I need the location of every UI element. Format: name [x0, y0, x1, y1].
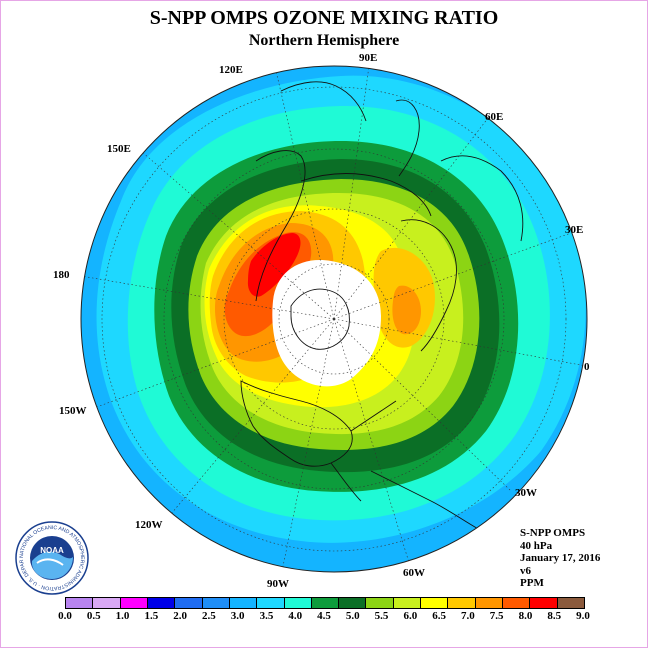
colorbar-swatch: [448, 598, 476, 608]
colorbar-tick-label: 7.0: [461, 610, 475, 622]
colorbar-tick-label: 1.0: [115, 610, 130, 622]
colorbar-tick-label: 5.5: [374, 610, 389, 622]
field-7-5-lobe: [392, 285, 421, 335]
info-units: PPM: [520, 577, 544, 589]
polar-night-gap: [272, 260, 381, 387]
colorbar-tick-label: 2.5: [202, 610, 216, 622]
lon-label-150e: 150E: [107, 143, 131, 155]
colorbar-tick-label: 3.0: [230, 610, 245, 622]
map-subtitle: Northern Hemisphere: [248, 32, 400, 49]
colorbar-tick-label: 8.5: [547, 610, 562, 622]
info-instrument: S-NPP OMPS: [520, 527, 586, 539]
colorbar-swatch: [339, 598, 367, 608]
colorbar-swatch: [66, 598, 94, 608]
colorbar: [65, 597, 585, 609]
colorbar-swatch: [284, 598, 312, 608]
colorbar-tick-label: 2.0: [173, 610, 187, 622]
lon-label-150w: 150W: [59, 405, 87, 417]
colorbar-swatch: [120, 598, 148, 608]
lon-label-180: 180: [53, 269, 70, 281]
colorbar-swatch: [475, 598, 503, 608]
colorbar-swatch: [257, 598, 285, 608]
field-8-5: [247, 233, 301, 297]
info-level: 40 hPa: [520, 539, 553, 552]
info-version: v6: [520, 564, 531, 577]
logo-text: NOAA: [40, 546, 64, 555]
lon-label-60e: 60E: [485, 111, 504, 123]
colorbar-tick-label: 8.0: [518, 610, 533, 622]
colorbar-swatch: [175, 598, 203, 608]
colorbar-swatch: [393, 598, 422, 608]
map-title: S-NPP OMPS OZONE MIXING RATIO: [149, 7, 499, 29]
colorbar-tick-label: 1.5: [144, 610, 159, 622]
lon-label-120e: 120E: [219, 64, 243, 76]
coastlines: [240, 81, 524, 537]
colorbar-swatch: [557, 598, 584, 608]
colorbar-swatch: [202, 598, 230, 608]
noaa-logo: NATIONAL OCEANIC AND ATMOSPHERIC ADMINIS…: [15, 521, 89, 595]
lon-label-30e: 30E: [565, 224, 584, 236]
colorbar-tick-label: 3.5: [259, 610, 274, 622]
map-boundary: [80, 65, 588, 573]
colorbar-swatch: [530, 598, 558, 608]
colorbar-tick-label: 9.0: [576, 610, 590, 622]
colorbar-swatch: [503, 598, 531, 608]
colorbar-swatch: [93, 598, 121, 608]
info-date: January 17, 2016: [520, 552, 601, 564]
lon-label-90w: 90W: [267, 578, 289, 590]
colorbar-swatch: [311, 598, 340, 608]
info-block: S-NPP OMPS 40 hPa January 17, 2016 v6 PP…: [520, 527, 600, 590]
lon-label-60w: 60W: [403, 567, 425, 579]
colorbar-swatch: [229, 598, 258, 608]
colorbar-tick-label: 6.5: [432, 610, 446, 622]
lon-label-30w: 30W: [515, 487, 537, 499]
colorbar-tick-label: 7.5: [489, 610, 504, 622]
colorbar-tick-label: 4.5: [317, 610, 331, 622]
colorbar-tick-label: 0.0: [58, 610, 72, 622]
colorbar-swatch: [366, 598, 394, 608]
colorbar-swatch: [147, 598, 176, 608]
graticule: [81, 66, 587, 572]
lon-label-0: 0: [584, 361, 590, 373]
colorbar-tick-label: 0.5: [86, 610, 101, 622]
colorbar-tick-label: 5.0: [345, 610, 360, 622]
colorbar-tick-label: 4.0: [288, 610, 303, 622]
lon-label-90e: 90E: [359, 52, 378, 64]
colorbar-tick-label: 6.0: [403, 610, 418, 622]
lon-label-120w: 120W: [135, 519, 163, 531]
colorbar-swatch: [421, 598, 449, 608]
